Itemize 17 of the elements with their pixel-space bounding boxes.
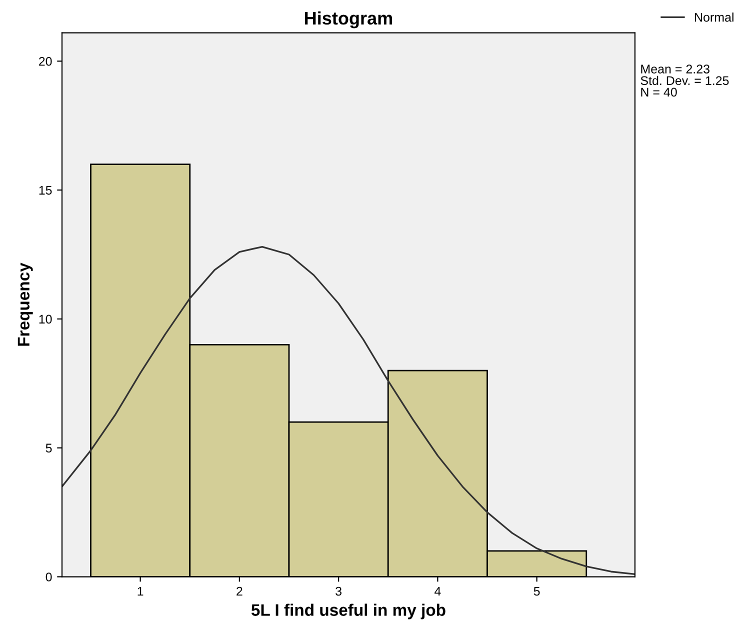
- x-tick-label: 5: [534, 586, 540, 596]
- y-tick-label: 15: [39, 186, 52, 195]
- x-tick-label: 2: [236, 586, 242, 596]
- y-axis-title: Frequency: [18, 262, 33, 346]
- chart-title: Histogram: [305, 11, 392, 28]
- legend-label: Normal: [695, 12, 734, 22]
- y-tick-label: 10: [39, 314, 52, 324]
- x-tick-label: 4: [434, 586, 441, 596]
- x-axis-title: 5L I find useful in my job: [251, 604, 446, 620]
- y-tick-label: 0: [46, 572, 52, 582]
- text: Mean = 2.23: [641, 64, 710, 74]
- text: Std. Dev. = 1.25: [640, 76, 729, 86]
- text: N = 40: [641, 88, 677, 97]
- x-tick-label: 1: [138, 586, 144, 596]
- x-tick-label: 3: [336, 586, 342, 596]
- y-tick-label: 5: [46, 444, 52, 453]
- y-tick-label: 20: [39, 56, 52, 66]
